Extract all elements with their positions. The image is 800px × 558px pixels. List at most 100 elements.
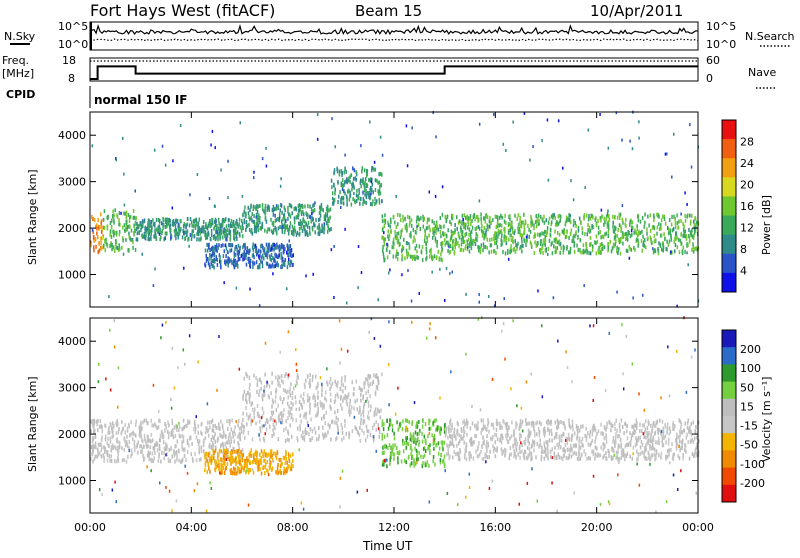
power-cell	[505, 235, 507, 239]
velocity-cell	[242, 458, 244, 462]
velocity-cell	[226, 441, 228, 445]
velocity-cell	[639, 429, 641, 433]
velocity-cell	[111, 426, 113, 430]
power-cell	[222, 243, 224, 247]
power-cell	[346, 203, 348, 207]
power-cell	[499, 223, 501, 227]
power-cell	[128, 235, 130, 239]
power-cell	[229, 228, 231, 232]
power-cell	[338, 195, 340, 199]
power-cell	[555, 246, 557, 250]
velocity-cell	[375, 392, 377, 396]
power-cell	[654, 226, 656, 230]
power-cell	[138, 231, 140, 235]
velocity-cell	[303, 400, 305, 404]
velocity-cell	[538, 427, 540, 431]
power-cell	[314, 230, 316, 234]
power-cell	[302, 229, 304, 233]
velocity-cell	[252, 408, 254, 412]
power-cell	[111, 219, 113, 223]
velocity-cell	[133, 432, 135, 436]
power-cell	[512, 121, 514, 124]
velocity-cell	[140, 425, 142, 429]
power-cell	[259, 254, 261, 258]
velocity-cell	[589, 443, 591, 447]
power-cell	[322, 229, 324, 233]
power-cell	[281, 264, 283, 268]
velocity-cell	[220, 466, 222, 470]
power-cell	[511, 249, 513, 253]
power-cell	[211, 233, 213, 237]
velocity-cell	[234, 432, 236, 436]
power-cell	[518, 213, 520, 217]
velocity-cell	[303, 392, 305, 396]
velocity-cell	[290, 423, 292, 427]
power-cell	[509, 214, 511, 218]
velocity-cell	[353, 387, 355, 391]
velocity-cell	[508, 426, 510, 430]
velocity-cell	[642, 423, 644, 427]
power-cell	[279, 208, 281, 212]
power-cell	[609, 240, 611, 244]
power-cell	[112, 214, 114, 218]
power-cell	[154, 235, 156, 239]
velocity-cell	[433, 421, 435, 425]
power-cell	[689, 235, 691, 239]
velocity-cell	[568, 448, 570, 452]
power-cell	[276, 218, 278, 222]
velocity-cell	[413, 458, 415, 462]
power-cell	[430, 248, 432, 252]
power-cell	[517, 226, 519, 230]
velocity-cell	[598, 429, 600, 433]
power-cell	[587, 228, 589, 232]
velocity-cell	[95, 435, 97, 439]
power-cell	[239, 232, 241, 236]
velocity-cell	[561, 434, 563, 438]
power-cell	[228, 218, 230, 222]
power-cell	[136, 222, 138, 226]
power-cell	[552, 251, 554, 255]
power-cell	[331, 117, 333, 120]
power-cell	[270, 257, 272, 261]
power-cell	[634, 248, 636, 252]
power-cell	[694, 231, 696, 235]
power-cell	[456, 242, 458, 246]
velocity-cell	[271, 404, 273, 408]
power-cell	[547, 118, 549, 121]
power-cell	[383, 255, 385, 259]
power-cell	[380, 191, 382, 195]
velocity-cell	[290, 454, 292, 458]
velocity-cell	[159, 447, 161, 451]
power-cell	[194, 224, 196, 228]
power-cell	[273, 223, 275, 227]
power-cell	[330, 207, 332, 211]
velocity-cell	[280, 397, 282, 401]
velocity-cell	[211, 438, 213, 442]
power-cell	[96, 231, 98, 235]
velocity-cell	[470, 453, 472, 457]
power-cell	[474, 217, 476, 221]
power-cell	[278, 263, 280, 267]
velocity-cell	[227, 455, 229, 459]
power-cell	[239, 247, 241, 251]
power-cell	[693, 220, 695, 224]
power-cell	[154, 228, 156, 232]
velocity-cell	[461, 437, 463, 441]
power-cell	[396, 225, 398, 229]
velocity-cell	[539, 430, 541, 434]
velocity-cell	[382, 437, 384, 441]
velocity-cell	[615, 432, 617, 436]
power-cell	[287, 210, 289, 214]
power-cell	[150, 236, 152, 240]
power-cell	[487, 238, 489, 242]
velocity-cell	[580, 425, 582, 429]
power-cell	[119, 232, 121, 236]
power-cell	[311, 212, 313, 215]
velocity-cell	[654, 424, 656, 428]
velocity-cell	[336, 416, 338, 420]
velocity-cell	[285, 439, 287, 443]
power-cell	[294, 216, 296, 220]
velocity-cell	[309, 373, 311, 377]
power-cell	[653, 213, 655, 217]
power-cell	[580, 250, 582, 254]
